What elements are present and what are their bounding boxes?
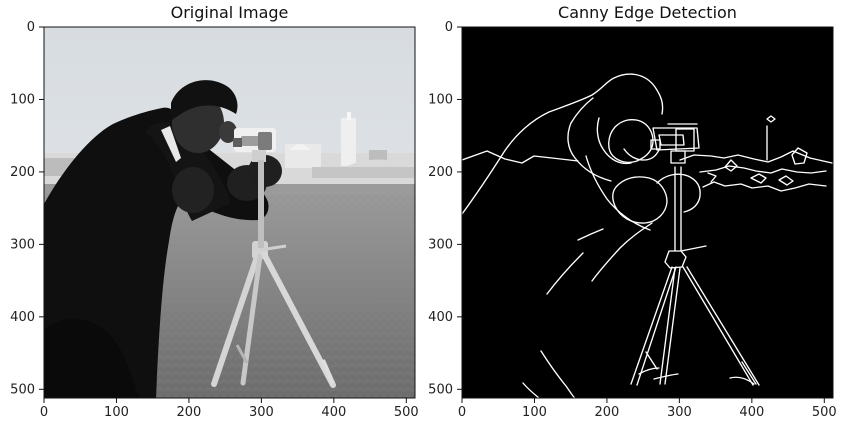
y-tick-label: 300 [428,237,453,252]
x-tick-label: 100 [104,405,129,420]
x-tick-label: 0 [40,405,48,420]
x-tick-label: 200 [177,405,202,420]
y-tick-label: 500 [10,382,35,397]
y-tick-label: 100 [10,92,35,107]
x-tick-label: 400 [321,405,346,420]
x-tick-label: 500 [394,405,419,420]
y-tick-label: 0 [445,20,453,35]
y-tick-label: 500 [428,382,453,397]
x-tick-label: 400 [739,405,764,420]
original-image-frame [43,26,416,399]
x-tick-label: 200 [595,405,620,420]
y-tick-label: 400 [10,310,35,325]
x-tick-label: 500 [812,405,837,420]
original-image-panel: Original Image [10,3,419,420]
canny-panel: Canny Edge Detection [428,3,837,420]
canny-image [462,27,833,398]
y-tick-label: 100 [428,92,453,107]
original-image-title: Original Image [171,3,289,22]
y-tick-label: 400 [428,310,453,325]
x-tick-label: 300 [667,405,692,420]
original-image-axes: 0 100 200 300 400 500 0 100 200 300 400 500 [10,20,419,420]
canny-title: Canny Edge Detection [558,3,737,22]
canny-axes: 0 100 200 300 400 500 0 100 200 300 400 500 [428,20,837,420]
x-tick-label: 100 [522,405,547,420]
y-tick-label: 200 [10,165,35,180]
x-tick-label: 300 [249,405,274,420]
y-tick-label: 200 [428,165,453,180]
x-tick-label: 0 [458,405,466,420]
y-tick-label: 0 [27,20,35,35]
canny-frame [461,26,834,399]
y-tick-label: 300 [10,237,35,252]
original-image-photo [44,27,415,398]
